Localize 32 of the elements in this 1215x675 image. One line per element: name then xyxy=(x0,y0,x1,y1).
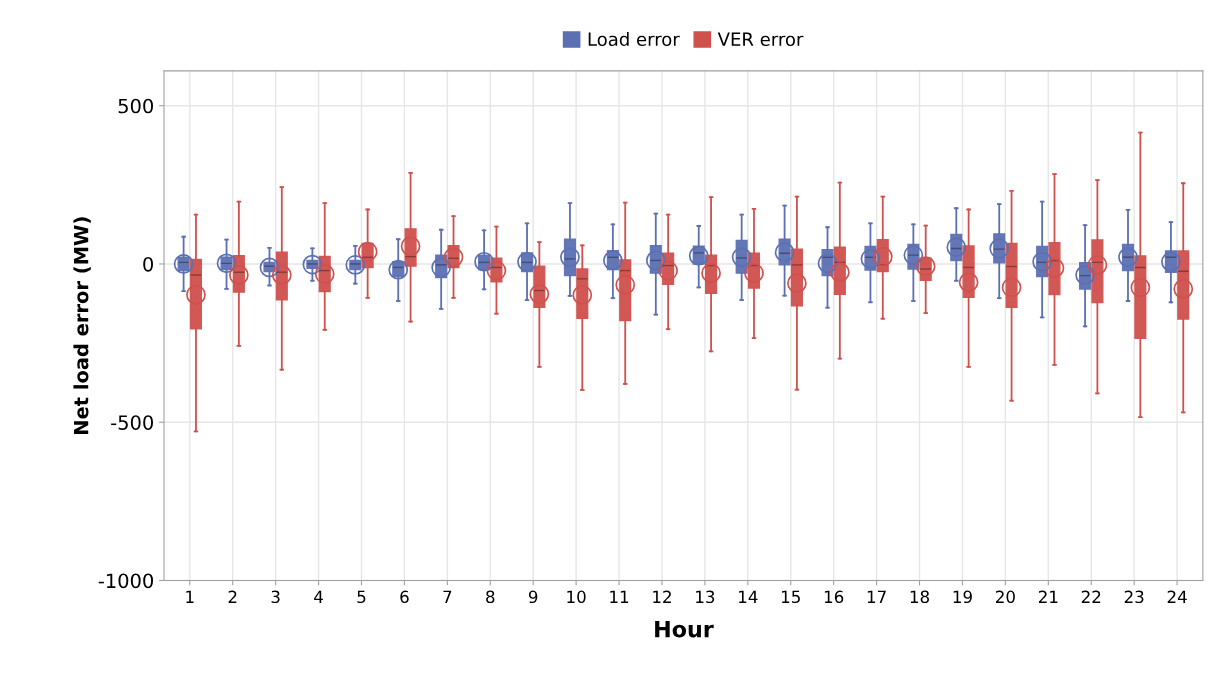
x-tick-label: 19 xyxy=(953,590,972,604)
x-tick-label: 23 xyxy=(1124,590,1144,604)
x-tick-label: 21 xyxy=(1038,590,1058,603)
x-tick-label: 9 xyxy=(528,590,538,604)
x-tick-label: 1 xyxy=(186,590,194,603)
x-tick-label: 14 xyxy=(739,590,758,603)
x-axis-title: Hour xyxy=(655,620,714,638)
x-tick-label: 11 xyxy=(610,590,629,603)
x-tick-label: 5 xyxy=(357,590,366,604)
y-tick-label: -500 xyxy=(111,415,154,430)
x-tick-label: 13 xyxy=(696,590,715,604)
x-tick-label: 15 xyxy=(781,590,800,604)
x-tick-label: 16 xyxy=(824,590,844,604)
x-tick-label: 7 xyxy=(443,590,452,603)
legend-label: Load error xyxy=(588,32,680,47)
x-tick-label: 12 xyxy=(653,590,671,603)
x-tick-label: 6 xyxy=(400,590,409,604)
x-tick-label: 18 xyxy=(910,590,929,604)
x-tick-label: 8 xyxy=(486,590,495,604)
x-tick-label: 2 xyxy=(228,590,237,603)
y-tick-label: 0 xyxy=(143,256,154,272)
y-axis-title: Net load error (MW) xyxy=(73,217,91,434)
x-tick-label: 17 xyxy=(867,590,886,603)
y-tick-label: 500 xyxy=(118,98,154,114)
x-tick-label: 10 xyxy=(567,590,586,604)
y-tick-label: -1000 xyxy=(98,573,154,589)
x-tick-label: 24 xyxy=(1167,590,1187,603)
legend-label: VER error xyxy=(717,32,804,47)
x-tick-label: 22 xyxy=(1081,590,1101,603)
x-tick-label: 4 xyxy=(314,590,323,603)
x-tick-label: 3 xyxy=(271,590,280,604)
x-tick-label: 20 xyxy=(996,590,1015,604)
